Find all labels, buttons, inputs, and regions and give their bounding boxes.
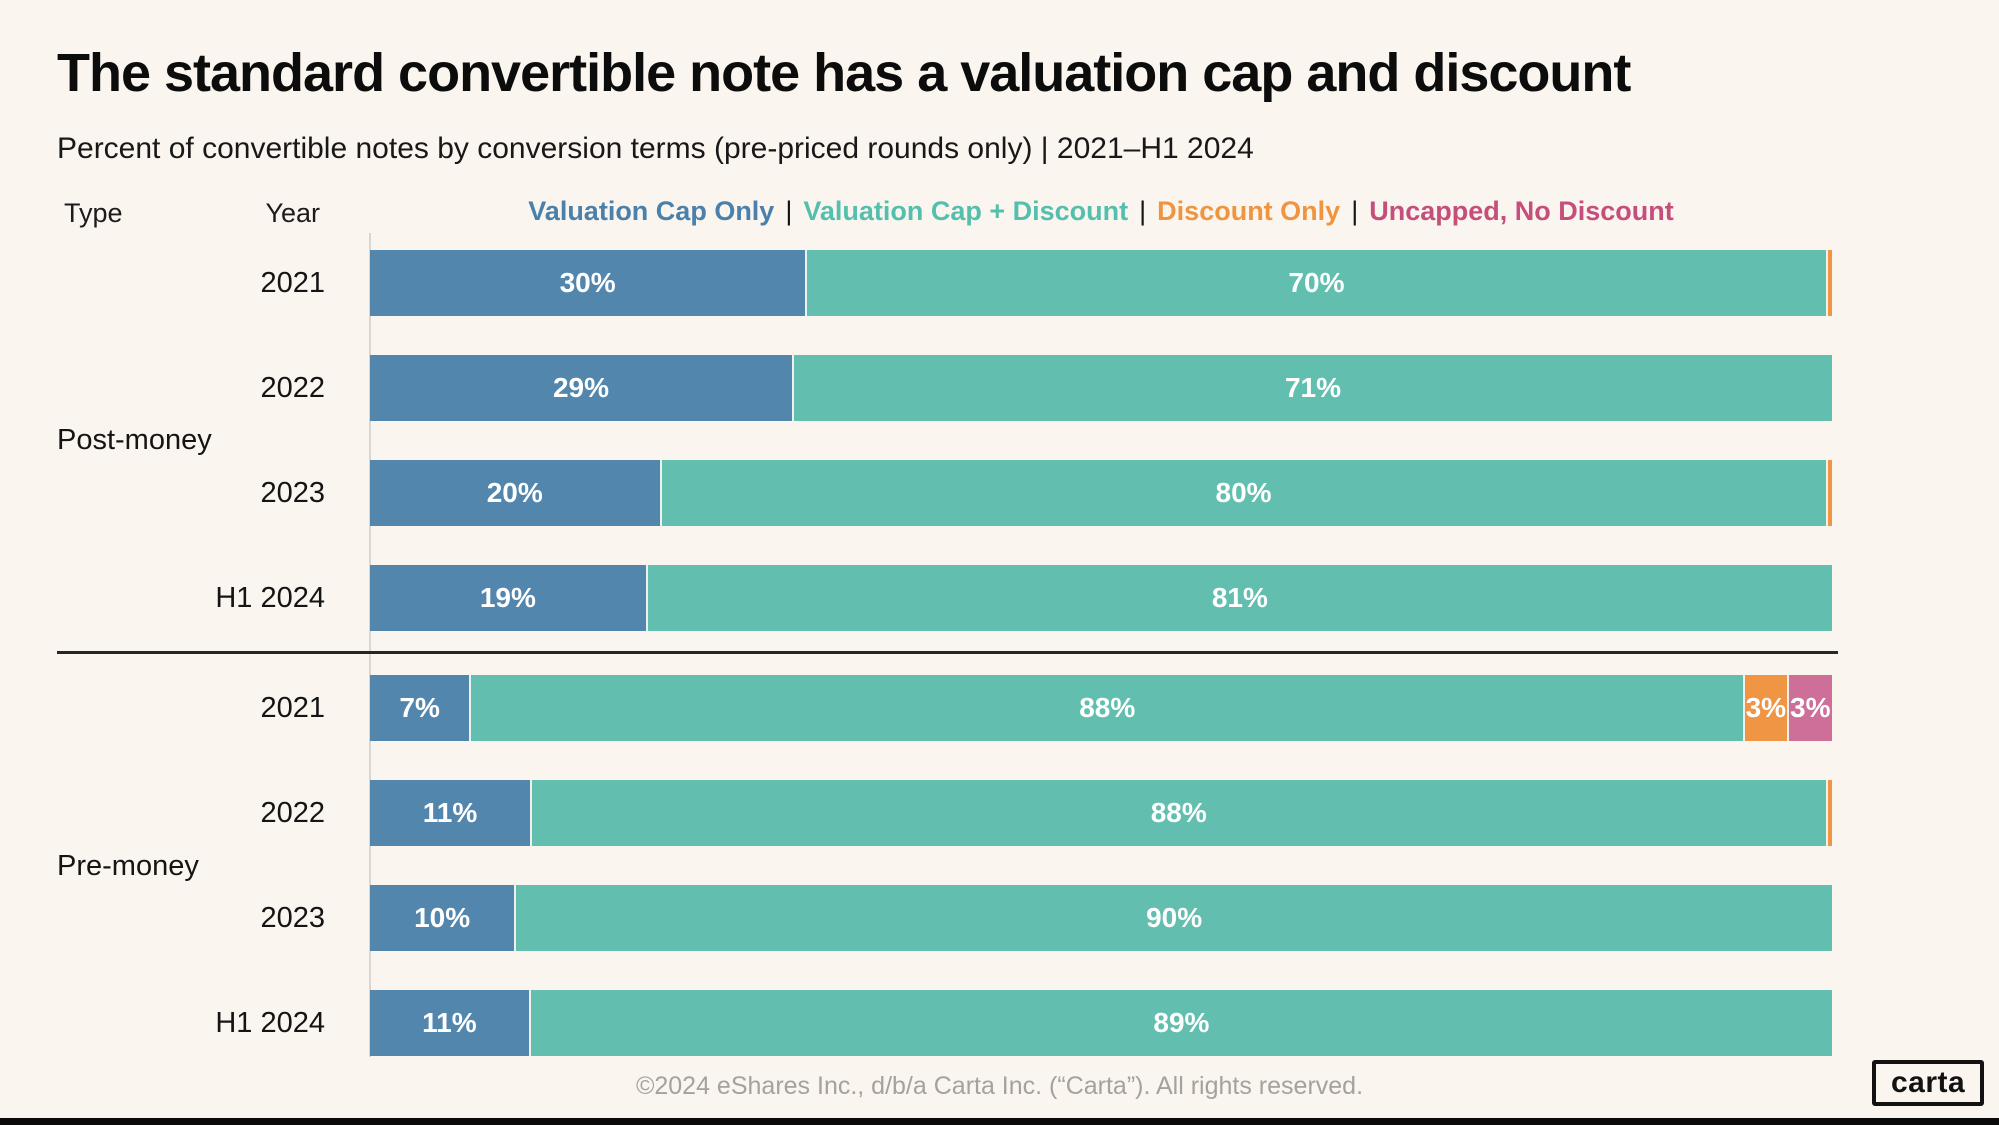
bar-segment-value: 81%	[1211, 582, 1268, 613]
bar-segment-cap_only: 11%	[370, 990, 531, 1056]
bar-segment-value: 3%	[1745, 692, 1787, 723]
group-label-post-money: Post-money	[57, 424, 212, 456]
bar-segment-value: 89%	[1153, 1007, 1210, 1038]
stacked-bar: 7% 88% 3% 3%	[370, 675, 1832, 741]
bar-segment-discount_only: 3%	[1745, 675, 1789, 741]
stacked-bar: 30% 70%	[370, 250, 1832, 316]
bar-segment-cap_discount: 90%	[516, 885, 1832, 951]
legend-separator: |	[1351, 196, 1359, 226]
bar-segment-cap_discount: 89%	[530, 990, 1832, 1056]
bar-segment-discount_only	[1827, 460, 1832, 526]
legend-separator: |	[1139, 196, 1147, 226]
year-label: 2023	[260, 477, 325, 509]
group-separator-line	[57, 651, 1838, 654]
bar-row: 2021 7% 88% 3% 3%	[0, 675, 1999, 741]
bar-segment-value: 10%	[414, 902, 471, 933]
bar-segment-cap_only: 20%	[370, 460, 662, 526]
bar-segment-value: 29%	[552, 372, 609, 403]
bar-segment-discount_only	[1827, 250, 1832, 316]
group-label-pre-money: Pre-money	[57, 850, 199, 882]
bar-segment-cap_only: 10%	[370, 885, 517, 951]
bar-segment-value: 88%	[1150, 797, 1207, 828]
stacked-bar: 11% 88%	[370, 780, 1832, 846]
bar-segment-value: 3%	[1790, 692, 1831, 723]
legend-item-uncapped: Uncapped, No Discount	[1369, 196, 1674, 226]
column-header-year: Year	[265, 198, 320, 228]
stacked-bar: 11% 89%	[370, 990, 1832, 1056]
year-label: 2022	[260, 372, 325, 404]
bar-segment-cap_discount: 80%	[661, 460, 1828, 526]
bar-segment-cap_only: 7%	[370, 675, 472, 741]
bar-segment-cap_only: 29%	[370, 355, 794, 421]
bar-row: H1 2024 11% 89%	[0, 990, 1999, 1056]
year-label: H1 2024	[215, 582, 325, 614]
bar-segment-uncapped: 3%	[1788, 675, 1832, 741]
legend-item-cap_discount: Valuation Cap + Discount	[803, 196, 1129, 226]
bar-segment-value: 11%	[422, 797, 478, 828]
bar-segment-cap_discount: 88%	[471, 675, 1746, 741]
bar-row: 2023 20% 80%	[0, 460, 1999, 526]
bar-segment-value: 20%	[486, 477, 543, 508]
bar-segment-cap_discount: 71%	[793, 355, 1832, 421]
bar-segment-cap_discount: 88%	[531, 780, 1828, 846]
y-axis-line	[369, 233, 371, 1057]
bar-row: 2022 11% 88%	[0, 780, 1999, 846]
copyright-footer: ©2024 eShares Inc., d/b/a Carta Inc. (“C…	[635, 1072, 1364, 1100]
bar-segment-cap_only: 19%	[370, 565, 648, 631]
stacked-bar: 10% 90%	[370, 885, 1832, 951]
column-header-type: Type	[64, 198, 123, 228]
bar-segment-value: 11%	[422, 1007, 477, 1038]
year-label: 2023	[260, 902, 325, 934]
bar-segment-value: 71%	[1284, 372, 1341, 403]
legend-item-cap_only: Valuation Cap Only	[528, 196, 775, 226]
bar-segment-value: 88%	[1079, 692, 1136, 723]
chart-legend: Valuation Cap Only | Valuation Cap + Disco…	[370, 196, 1832, 227]
legend-separator: |	[785, 196, 793, 226]
bar-segment-cap_only: 11%	[370, 780, 532, 846]
bar-segment-value: 70%	[1288, 267, 1345, 298]
year-label: 2021	[260, 692, 325, 724]
year-label: 2021	[260, 267, 325, 299]
bar-segment-value: 19%	[479, 582, 536, 613]
bar-segment-cap_discount: 70%	[807, 250, 1828, 316]
year-label: H1 2024	[215, 1007, 325, 1039]
page-subtitle: Percent of convertible notes by conversi…	[57, 132, 1254, 165]
page-title: The standard convertible note has a valu…	[57, 43, 1631, 103]
bar-segment-discount_only	[1827, 780, 1832, 846]
bottom-border-strip	[0, 1118, 1999, 1125]
stacked-bar: 20% 80%	[370, 460, 1832, 526]
bar-segment-value: 30%	[559, 267, 616, 298]
bar-segment-cap_only: 30%	[370, 250, 808, 316]
bar-segment-value: 80%	[1215, 477, 1272, 508]
stacked-bar: 19% 81%	[370, 565, 1832, 631]
bar-row: 2021 30% 70%	[0, 250, 1999, 316]
bar-segment-value: 90%	[1146, 902, 1203, 933]
bar-segment-cap_discount: 81%	[647, 565, 1832, 631]
bar-row: H1 2024 19% 81%	[0, 565, 1999, 631]
year-label: 2022	[260, 797, 325, 829]
legend-item-discount_only: Discount Only	[1157, 196, 1341, 226]
carta-logo: carta	[1872, 1060, 1985, 1106]
stacked-bar: 29% 71%	[370, 355, 1832, 421]
bar-segment-value: 7%	[399, 692, 440, 723]
bar-row: 2023 10% 90%	[0, 885, 1999, 951]
bar-row: 2022 29% 71%	[0, 355, 1999, 421]
